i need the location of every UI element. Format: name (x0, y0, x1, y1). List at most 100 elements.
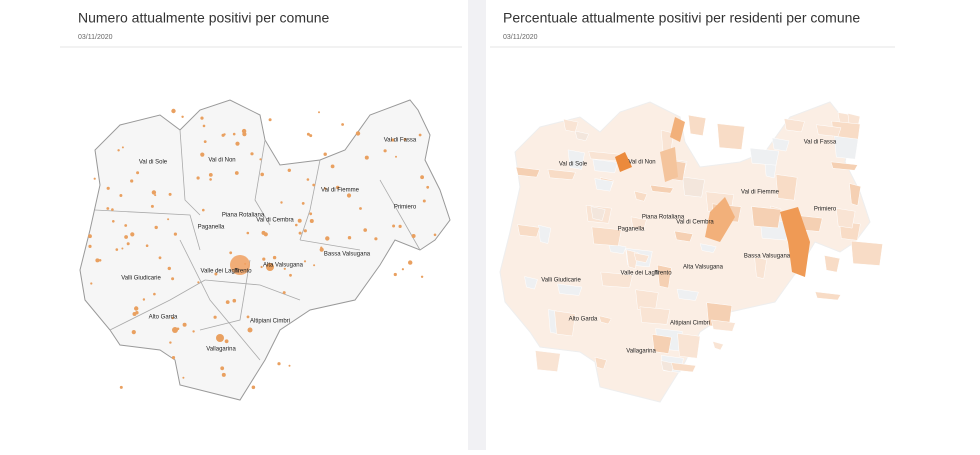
district-border (299, 239, 361, 251)
municipality-dot (289, 273, 292, 277)
municipality-dot (262, 257, 266, 261)
district-border (94, 209, 201, 251)
municipality-dot (106, 207, 110, 210)
municipality-area (688, 114, 707, 136)
panel-title: Percentuale attualmente positivi per res… (503, 10, 860, 26)
municipality-dot (197, 281, 200, 284)
municipality-area (816, 124, 842, 137)
municipality-dot (251, 385, 256, 390)
area-label: Piana Rotaliana (222, 213, 265, 219)
municipality-dot (135, 311, 139, 315)
area-label: Val di Non (208, 158, 235, 164)
municipality-dot (115, 248, 119, 251)
municipality-dot (355, 131, 361, 136)
municipality-dot (203, 140, 207, 144)
area-label: Val di Fiemme (321, 188, 360, 194)
municipality-dot (172, 327, 178, 333)
municipality-dot (392, 224, 396, 228)
municipality-dot (324, 187, 327, 190)
area-label: Paganella (198, 225, 225, 231)
municipality-dot (312, 183, 316, 187)
area-label: Primiero (814, 207, 837, 213)
municipality-area (649, 184, 674, 194)
municipality-area (712, 341, 724, 351)
municipality-area (682, 176, 705, 198)
municipality-dot (153, 292, 156, 296)
municipality-dot (181, 115, 184, 119)
municipality-area (850, 240, 883, 266)
municipality-dot (363, 228, 368, 232)
area-label: Trento (234, 269, 252, 275)
municipality-dot (167, 218, 170, 221)
municipality-dot (298, 231, 302, 235)
municipality-dot (200, 152, 205, 157)
municipality-area (699, 243, 717, 253)
municipality-dot (268, 118, 272, 122)
municipality-dot (297, 218, 302, 223)
municipality-area (567, 149, 585, 170)
municipality-dot (246, 315, 250, 319)
municipality-dot (171, 277, 175, 281)
municipality-area (830, 161, 858, 171)
municipality-dot (263, 232, 268, 237)
municipality-dot (98, 259, 102, 262)
municipality-dot (106, 186, 110, 190)
municipality-area (780, 207, 810, 277)
district-border (379, 179, 421, 251)
municipality-area (775, 174, 798, 201)
municipality-dot (346, 193, 352, 198)
area-label: Valli Giudicarie (541, 278, 581, 284)
panel-title: Numero attualmente positivi per comune (78, 10, 330, 26)
area-label: Alta Valsugana (683, 265, 724, 271)
municipality-dot (408, 260, 413, 265)
municipality-area (639, 306, 671, 325)
area-label: Paganella (618, 227, 645, 233)
municipality-dot (90, 282, 93, 285)
municipality-dot (216, 334, 224, 342)
municipality-area (705, 197, 735, 242)
municipality-dot (341, 123, 344, 126)
municipality-dot (318, 111, 320, 114)
municipality-dot (383, 149, 387, 153)
municipality-dot (221, 133, 225, 137)
municipality-dot (260, 172, 265, 177)
municipality-dot (112, 220, 115, 223)
municipality-dot (119, 385, 123, 389)
municipality-dot (136, 171, 140, 175)
municipality-area (608, 243, 627, 255)
municipality-area (633, 190, 648, 202)
district-border (199, 259, 251, 331)
area-label: Piana Rotaliana (642, 215, 685, 221)
district-border (179, 239, 261, 361)
municipality-dot (202, 208, 205, 212)
municipality-dot (202, 124, 206, 128)
municipality-dot (420, 175, 424, 180)
municipality-dot (168, 192, 172, 196)
municipality-dot (154, 225, 158, 230)
municipality-area (834, 135, 859, 160)
municipality-dot (88, 234, 92, 239)
municipality-dot (277, 362, 281, 366)
area-label: Valle dei Laghi (621, 271, 660, 277)
municipality-area (633, 252, 650, 263)
municipality-dot (126, 242, 130, 246)
area-label: Val di Cembra (676, 220, 714, 226)
municipality-dot (309, 212, 313, 216)
municipality-dot (151, 190, 157, 195)
municipality-area (615, 152, 632, 172)
municipality-dot (154, 194, 157, 197)
map: Val di Sole Val di Non Val di Fassa Val di … (79, 99, 451, 401)
municipality-dot (418, 133, 422, 137)
area-label: Val di Sole (139, 160, 168, 166)
municipality-dot (272, 255, 277, 260)
municipality-dot (119, 194, 123, 197)
area-label: Alto Garda (149, 315, 178, 321)
municipality-dot (303, 229, 307, 233)
municipality-dot (247, 327, 253, 333)
municipality-dot (259, 158, 262, 161)
district-border (109, 279, 206, 331)
municipality-dot (309, 134, 313, 138)
municipality-area (535, 350, 561, 372)
municipality-dot (280, 201, 283, 204)
district-border (179, 129, 201, 216)
